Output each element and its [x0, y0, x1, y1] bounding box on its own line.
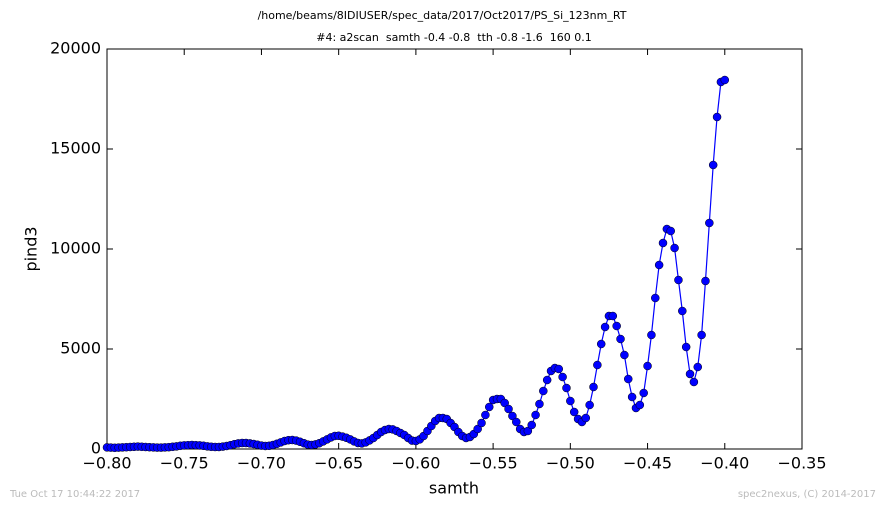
- data-point: [627, 392, 637, 402]
- data-point: [569, 407, 579, 417]
- data-point: [508, 411, 517, 421]
- x-tick-label: −0.45: [623, 454, 672, 473]
- data-point: [473, 424, 482, 434]
- y-tick-label: 20000: [50, 39, 101, 58]
- data-point: [566, 396, 575, 406]
- data-point: [531, 410, 540, 420]
- data-point: [720, 75, 730, 85]
- data-line: [106, 79, 726, 449]
- data-point: [666, 226, 675, 236]
- chart-subtitle: #4: a2scan samth -0.4 -0.8 tth -0.8 -1.6…: [316, 31, 592, 44]
- x-axis-label: samth: [429, 479, 479, 498]
- data-point: [616, 334, 625, 344]
- data-point: [685, 369, 695, 379]
- data-point: [481, 410, 490, 420]
- x-tick-label: −0.80: [82, 454, 131, 473]
- data-point: [542, 375, 552, 385]
- x-tick-label: −0.40: [700, 454, 749, 473]
- data-point: [512, 417, 521, 427]
- data-point: [581, 413, 591, 423]
- data-point: [539, 386, 548, 396]
- data-point: [701, 276, 710, 286]
- data-point: [527, 420, 536, 430]
- x-tick-label: −0.75: [160, 454, 209, 473]
- data-point: [504, 404, 513, 414]
- data-point: [535, 399, 544, 409]
- data-point: [554, 364, 563, 374]
- data-point: [620, 350, 629, 360]
- data-point: [708, 160, 718, 170]
- y-axis-label: pind3: [22, 226, 41, 271]
- y-tick-label: 5000: [60, 339, 101, 358]
- data-point: [654, 260, 664, 270]
- x-tick-label: −0.55: [469, 454, 518, 473]
- data-point: [562, 383, 571, 393]
- data-point: [558, 372, 567, 382]
- data-point: [651, 293, 660, 303]
- x-tick-label: −0.60: [391, 454, 440, 473]
- x-tick-label: −0.65: [314, 454, 363, 473]
- data-point: [596, 339, 606, 349]
- y-tick-label: 10000: [50, 239, 101, 258]
- data-point: [639, 388, 648, 398]
- data-point: [608, 311, 618, 321]
- data-point: [670, 243, 679, 253]
- data-point: [693, 362, 702, 372]
- data-point: [689, 377, 699, 387]
- data-point: [624, 374, 633, 384]
- x-tick-label: −0.35: [777, 454, 826, 473]
- data-point: [647, 330, 656, 340]
- data-point: [635, 400, 645, 410]
- x-tick-label: −0.70: [237, 454, 286, 473]
- data-point: [705, 218, 714, 228]
- x-tick-label: −0.50: [546, 454, 595, 473]
- data-point: [697, 330, 706, 340]
- data-point: [658, 238, 668, 248]
- data-point: [678, 306, 687, 316]
- data-point: [523, 426, 533, 436]
- data-point: [643, 361, 652, 371]
- data-point: [674, 275, 683, 285]
- y-tick-label: 15000: [50, 139, 101, 158]
- footer-right: spec2nexus, (C) 2014-2017: [738, 489, 876, 500]
- data-point: [600, 322, 610, 332]
- data-point: [593, 360, 602, 370]
- data-point: [477, 418, 486, 428]
- data-point: [585, 400, 594, 410]
- y-tick-label: 0: [91, 439, 101, 458]
- plot-frame: [106, 48, 803, 450]
- data-point: [485, 402, 494, 412]
- data-point: [612, 321, 621, 331]
- chart-title: /home/beams/8IDIUSER/spec_data/2017/Oct2…: [258, 9, 627, 22]
- data-point: [500, 398, 509, 408]
- data-point: [681, 342, 691, 352]
- data-point: [712, 112, 722, 122]
- footer-left: Tue Oct 17 10:44:22 2017: [9, 489, 140, 500]
- data-point: [589, 382, 598, 392]
